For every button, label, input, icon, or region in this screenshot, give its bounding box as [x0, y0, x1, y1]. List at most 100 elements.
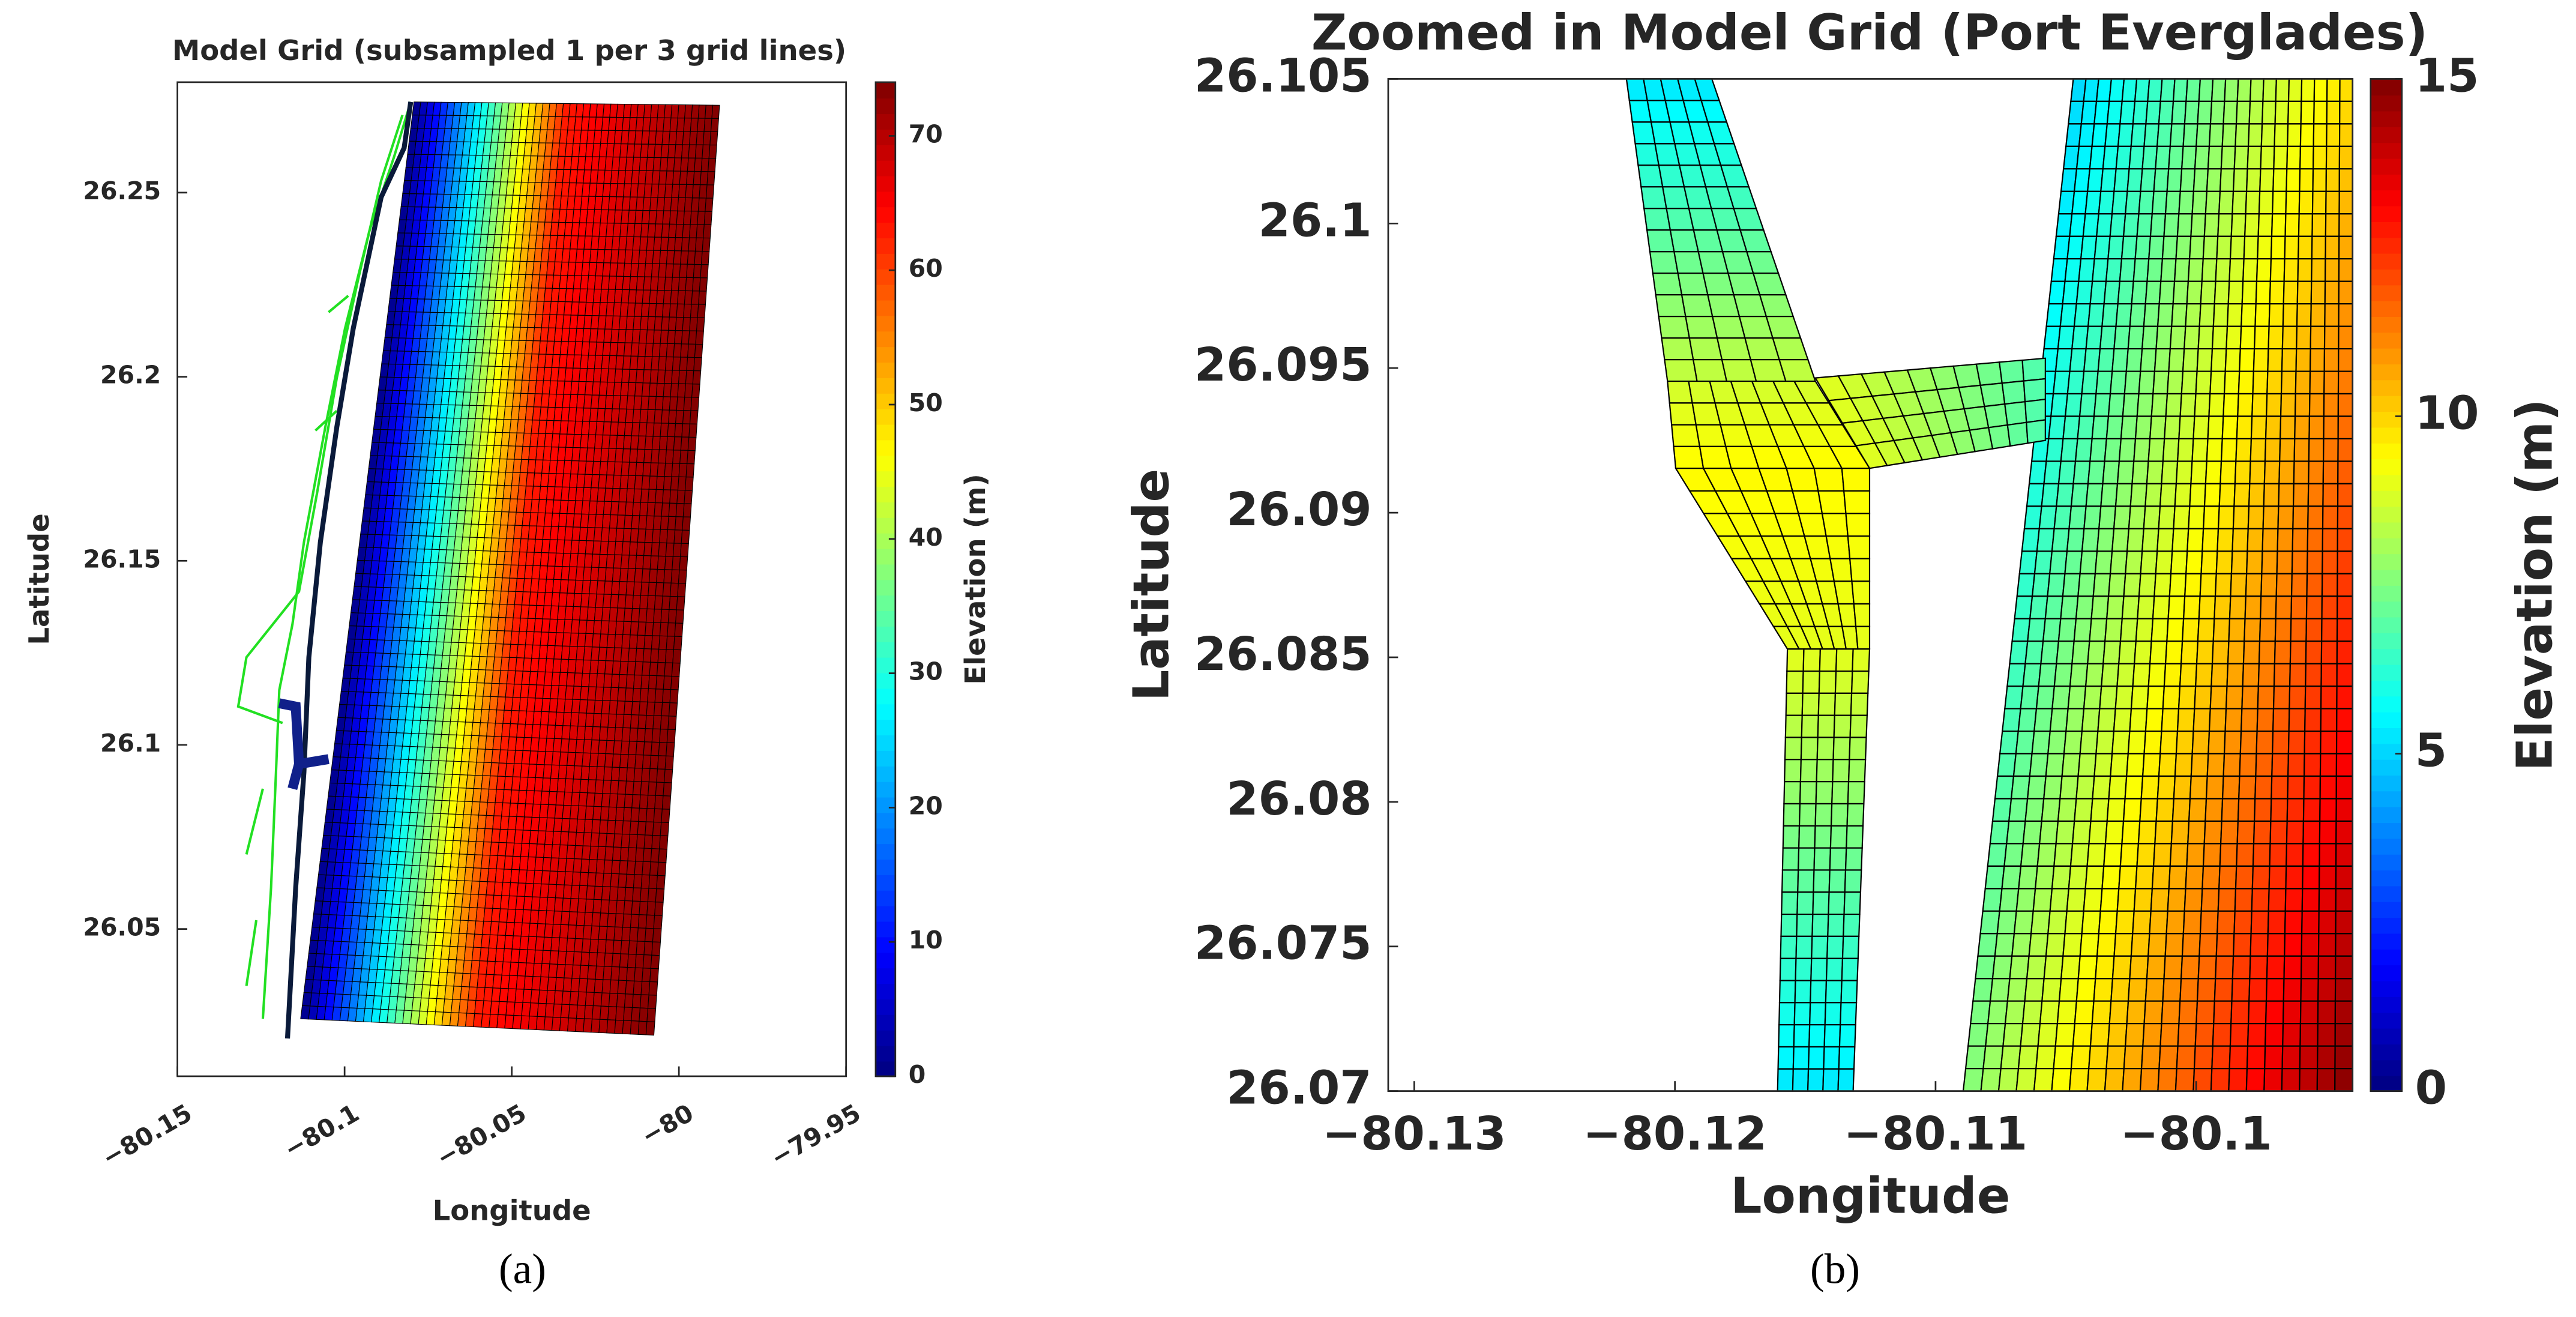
mesh-cell	[641, 568, 651, 583]
mesh-cell	[624, 701, 633, 716]
x-tick-label: −80.13	[1322, 1108, 1506, 1161]
mesh-cell	[2228, 1068, 2248, 1092]
mesh-cell	[624, 687, 634, 702]
mesh-cell	[680, 343, 689, 358]
mesh-cell	[2195, 370, 2212, 395]
mesh-cell	[2149, 910, 2168, 935]
mesh-cell	[2263, 483, 2280, 507]
mesh-cell	[632, 502, 642, 516]
mesh-cell	[622, 714, 632, 729]
colorbar-cell	[875, 890, 895, 906]
mesh-cell	[2312, 168, 2328, 192]
y-tick-label: 26.085	[1194, 628, 1372, 681]
mesh-cell	[644, 528, 654, 543]
mesh-cell	[2308, 415, 2325, 440]
colorbar-cell	[875, 315, 895, 332]
mesh-cell	[2303, 753, 2322, 777]
mesh-cell	[2236, 78, 2252, 103]
colorbar-cell	[875, 812, 895, 829]
mesh-cell	[605, 833, 615, 848]
mesh-cell	[2269, 820, 2288, 845]
inlet	[278, 698, 330, 791]
mesh-cell	[2123, 573, 2141, 597]
mesh-cell	[2018, 865, 2038, 890]
mesh-cell	[2133, 438, 2151, 462]
mesh-cell	[2296, 280, 2313, 305]
mesh-cell	[669, 582, 679, 597]
mesh-cell	[2266, 955, 2286, 980]
mesh-cell	[657, 276, 666, 291]
mesh-cell	[614, 541, 624, 556]
mesh-cell	[628, 541, 638, 556]
mesh-cell	[665, 264, 674, 278]
mesh-cell	[653, 915, 663, 930]
mesh-cell	[2339, 78, 2353, 103]
mesh-cell	[2266, 370, 2283, 395]
mesh-cell	[543, 843, 553, 858]
mesh-cell	[1850, 692, 1869, 716]
mesh-cell	[2144, 708, 2164, 732]
mesh-cell	[2123, 370, 2141, 395]
mesh-cell	[648, 981, 658, 996]
mesh-cell	[2170, 820, 2190, 845]
mesh-cell	[2164, 415, 2181, 440]
mesh-cell	[639, 887, 649, 902]
mesh-cell	[668, 702, 678, 717]
mesh-cell	[666, 343, 675, 358]
mesh-cell	[2212, 618, 2231, 642]
mesh-cell	[2274, 618, 2292, 642]
colorbar-tick-label: 20	[909, 791, 943, 820]
mesh-cell	[628, 648, 637, 662]
mesh-cell	[1831, 781, 1850, 805]
mesh-cell	[1807, 1046, 1825, 1070]
mesh-cell	[2268, 303, 2284, 327]
x-tick-label: −80	[636, 1099, 698, 1151]
colorbar-cell	[875, 206, 895, 223]
mesh-cell	[2041, 483, 2060, 507]
mesh-cell	[514, 988, 525, 1003]
mesh-cell	[2129, 708, 2148, 732]
mesh-cell	[2209, 100, 2225, 125]
mesh-cell	[685, 184, 694, 199]
mesh-cell	[1844, 869, 1862, 893]
mesh-cell	[616, 514, 626, 529]
mesh-cell	[2144, 280, 2162, 305]
y-tick-label: 26.09	[1226, 483, 1371, 537]
mesh-cell	[676, 303, 685, 318]
mesh-cell	[645, 515, 655, 530]
mesh-cell	[2302, 865, 2320, 890]
mesh-cell	[599, 633, 609, 648]
mesh-cell	[646, 1008, 657, 1022]
mesh-cell	[2151, 865, 2171, 890]
mesh-cell	[622, 621, 632, 636]
mesh-cell	[620, 554, 630, 569]
mesh-cell	[2259, 618, 2277, 642]
mesh-cell	[2161, 460, 2179, 484]
mesh-cell	[600, 1005, 609, 1020]
mesh-cell	[598, 646, 607, 662]
mesh-cell	[567, 831, 577, 846]
mesh-cell	[2320, 640, 2338, 665]
mesh-cell	[2144, 978, 2165, 1002]
mesh-cell	[1991, 798, 2012, 822]
y-tick-label: 26.075	[1194, 917, 1372, 971]
colorbar-cell	[2370, 774, 2402, 792]
mesh-cell	[2004, 1000, 2026, 1025]
mesh-cell	[2074, 438, 2093, 462]
mesh-cell	[2248, 978, 2268, 1002]
mesh-cell	[520, 1015, 530, 1030]
mesh-cell	[2136, 843, 2156, 867]
mesh-cell	[2109, 550, 2128, 574]
mesh-cell	[1843, 490, 1871, 514]
mesh-cell	[1824, 1002, 1842, 1026]
mesh-cell	[660, 330, 669, 344]
mesh-cell	[2088, 820, 2108, 845]
mesh-cell	[2176, 438, 2194, 462]
mesh-cell	[1796, 891, 1814, 915]
mesh-cell	[2335, 730, 2353, 755]
mesh-cell	[655, 582, 664, 597]
mesh-cell	[558, 844, 568, 859]
mesh-cell	[2044, 595, 2064, 619]
mesh-cell	[2040, 640, 2060, 665]
mesh-cell	[656, 662, 666, 677]
